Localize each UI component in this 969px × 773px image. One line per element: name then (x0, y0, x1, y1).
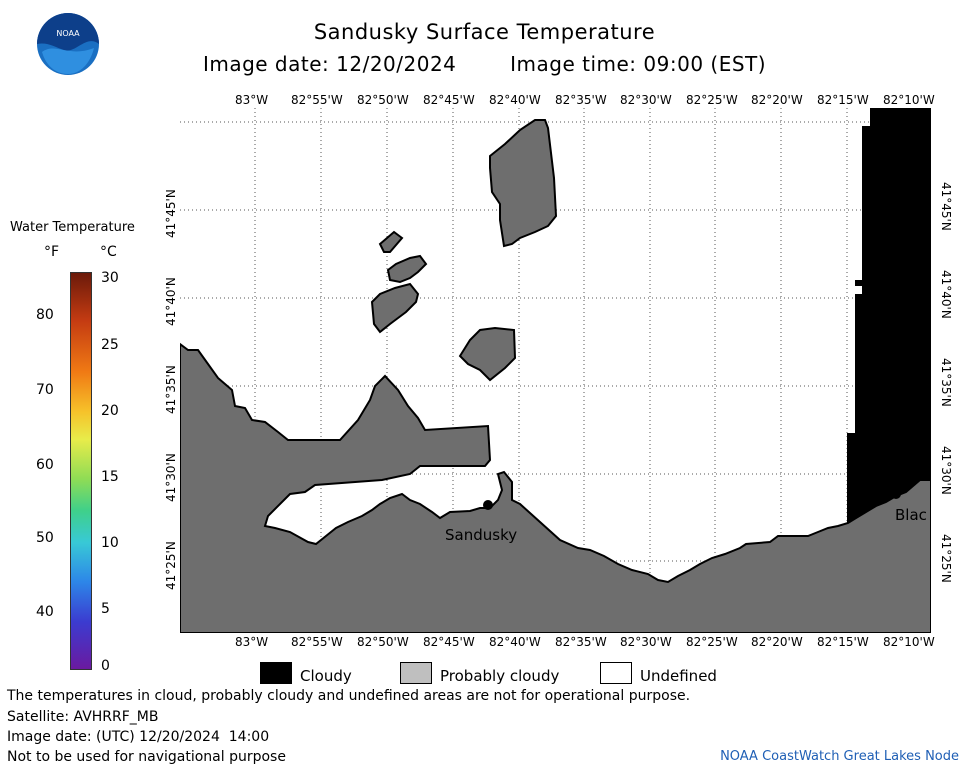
blac-marker (891, 489, 901, 499)
temperature-colorbar (70, 272, 92, 670)
scale-title: Water Temperature (10, 220, 135, 235)
lon-label-top: 83°W (235, 93, 269, 107)
land-south-shore (180, 342, 931, 633)
lon-label-bottom: 82°35'W (555, 635, 607, 649)
lon-label-top: 82°40'W (489, 93, 541, 107)
legend-cloudy-label: Cloudy (300, 667, 352, 685)
lon-label-bottom: 82°50'W (357, 635, 409, 649)
lat-label-right: 41°35'N (939, 358, 953, 407)
image-datetime: Image date: 12/20/2024 Image time: 09:00… (0, 52, 969, 76)
legend-probably-cloudy-label: Probably cloudy (440, 667, 560, 685)
lat-label-left: 41°35'N (164, 365, 178, 414)
lon-label-top: 82°15'W (817, 93, 869, 107)
lat-label-left: 41°45'N (164, 189, 178, 238)
lon-label-bottom: 83°W (235, 635, 269, 649)
bass-island-3 (378, 230, 404, 253)
sandusky-label: Sandusky (445, 526, 518, 544)
lat-label-right: 41°40'N (939, 270, 953, 319)
lat-label-left: 41°30'N (164, 453, 178, 502)
lon-label-bottom: 82°10'W (883, 635, 935, 649)
lon-label-bottom: 82°40'W (489, 635, 541, 649)
legend-undefined-swatch (600, 662, 632, 684)
lat-label-right: 41°30'N (939, 446, 953, 495)
utc-date: Image date: (UTC) 12/20/2024 14:00 (7, 729, 270, 745)
lat-label-right: 41°25'N (939, 534, 953, 583)
unit-celsius: °C (100, 244, 117, 260)
legend-cloudy-swatch (260, 662, 292, 684)
credit: NOAA CoastWatch Great Lakes Node (720, 749, 959, 764)
lon-label-bottom: 82°55'W (291, 635, 343, 649)
bass-island-2 (386, 254, 428, 284)
svg-text:NOAA: NOAA (56, 29, 80, 38)
map-svg (180, 108, 931, 633)
lon-label-top: 82°25'W (686, 93, 738, 107)
lat-label-left: 41°25'N (164, 541, 178, 590)
lon-label-bottom: 82°25'W (686, 635, 738, 649)
lon-label-top: 82°55'W (291, 93, 343, 107)
lat-label-right: 41°45'N (939, 182, 953, 231)
cloudy-region (847, 108, 931, 523)
image-date: Image date: 12/20/2024 (202, 52, 457, 76)
disclaimer: The temperatures in cloud, probably clou… (7, 688, 691, 704)
legend-undefined-label: Undefined (640, 667, 717, 685)
nav-warning: Not to be used for navigational purpose (7, 749, 286, 765)
lon-label-top: 82°20'W (751, 93, 803, 107)
satellite-info: Satellite: AVHRRF_MB (7, 709, 159, 725)
lon-label-bottom: 82°45'W (423, 635, 475, 649)
map-panel: Sandusky Blac (180, 108, 931, 633)
lon-label-top: 82°45'W (423, 93, 475, 107)
legend: Cloudy Probably cloudy Undefined (260, 662, 720, 686)
legend-probably-cloudy-swatch (400, 662, 432, 684)
blac-label: Blac (895, 506, 927, 524)
lon-label-bottom: 82°15'W (817, 635, 869, 649)
image-time: Image time: 09:00 (EST) (510, 52, 767, 76)
lat-label-left: 41°40'N (164, 277, 178, 326)
map-title: Sandusky Surface Temperature (313, 20, 656, 44)
lon-label-top: 82°30'W (620, 93, 672, 107)
sandusky-marker (483, 500, 493, 510)
lon-label-top: 82°50'W (357, 93, 409, 107)
unit-fahrenheit: °F (44, 244, 60, 260)
bass-island-1 (370, 282, 420, 334)
lon-label-top: 82°10'W (883, 93, 935, 107)
lon-label-bottom: 82°30'W (620, 635, 672, 649)
kelleys-island (458, 326, 517, 382)
lon-label-top: 82°35'W (555, 93, 607, 107)
lon-label-bottom: 82°20'W (751, 635, 803, 649)
north-island (489, 119, 558, 248)
noaa-logo: NOAA (36, 12, 100, 76)
